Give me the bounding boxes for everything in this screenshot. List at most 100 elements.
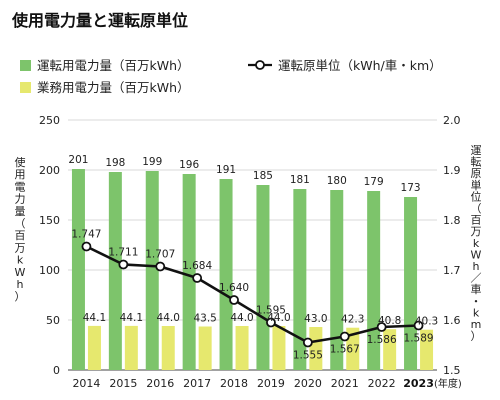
marker-unit-rate [155, 261, 166, 272]
axis-title-char: k [17, 254, 24, 267]
data-label-business-power: 40.3 [415, 316, 438, 328]
axis-title-char: 原 [471, 167, 482, 180]
marker-unit-rate [229, 295, 239, 305]
axis-title-char: 力 [15, 193, 26, 206]
x-tick-label: 2023 [403, 377, 434, 390]
data-label-unit-rate: 1.684 [182, 260, 212, 272]
right-axis-title: 運転原単位（百万kWh／車・km） [471, 144, 482, 343]
legend-swatch-operation-power [20, 60, 31, 71]
data-label-unit-rate: 1.555 [293, 350, 323, 362]
axis-title-char: W [15, 266, 26, 279]
left-tick-label: 0 [53, 364, 60, 377]
axis-title-char: ） [15, 290, 26, 303]
bar-business-power [198, 326, 212, 370]
data-label-operation-power: 201 [68, 154, 88, 166]
data-label-operation-power: 173 [401, 182, 421, 194]
bar-operation-power [145, 171, 159, 370]
axis-title-char: m [471, 318, 482, 331]
axis-title-char: （ [471, 202, 482, 215]
bar-operation-power [219, 179, 233, 370]
bar-business-power [235, 326, 249, 370]
data-label-business-power: 44.0 [267, 312, 290, 324]
axis-title-char: 万 [15, 241, 26, 254]
x-tick-label: 2020 [294, 377, 322, 390]
bar-operation-power [367, 191, 381, 370]
bar-business-power [161, 326, 175, 370]
legend: 運転用電力量（百万kWh） 運転原単位（kWh/車・km） 業務用電力量（百万k… [20, 58, 442, 95]
data-label-operation-power: 196 [179, 159, 199, 171]
right-tick-label: 2.0 [443, 114, 461, 127]
data-label-unit-rate: 1.595 [256, 305, 286, 317]
right-tick-label: 1.8 [443, 214, 461, 227]
axis-title-char: 万 [471, 225, 482, 238]
left-tick-label: 200 [39, 164, 60, 177]
x-tick-label: 2018 [220, 377, 248, 390]
bars-layer [71, 169, 434, 370]
bar-operation-power [108, 172, 122, 370]
left-tick-label: 150 [39, 214, 60, 227]
data-label-business-power: 43.0 [304, 313, 327, 325]
axis-title-char: 百 [15, 229, 26, 242]
axis-title-char: 用 [15, 168, 26, 181]
bar-operation-power [182, 174, 196, 370]
labels-layer: 201 44.1 198 44.1 199 44.0 196 43.5 191 44.0 185 44… [68, 154, 438, 362]
marker-unit-rate [339, 331, 350, 342]
bar-business-power [124, 325, 138, 370]
axis-title-char: 量 [15, 205, 26, 218]
axis-title-char: ／ [471, 272, 482, 285]
axis-title-char: ・ [471, 295, 482, 308]
x-tick-label: 2022 [368, 377, 396, 390]
x-tick-label: 2015 [109, 377, 137, 390]
axes-layer: 0501001502002501.51.61.71.81.92.0使用電力量（百… [15, 114, 482, 390]
legend-label-unit-rate: 運転原単位（kWh/車・km） [278, 58, 442, 73]
marker-unit-rate [81, 241, 92, 252]
data-label-business-power: 44.1 [83, 312, 106, 324]
right-tick-label: 1.5 [443, 364, 461, 377]
data-label-business-power: 44.0 [230, 312, 253, 324]
bar-business-power [272, 326, 286, 370]
data-label-unit-rate: 1.567 [330, 344, 360, 356]
bar-business-power [87, 325, 101, 370]
right-tick-label: 1.9 [443, 164, 461, 177]
marker-unit-rate [376, 322, 387, 332]
data-label-business-power: 44.1 [120, 312, 143, 324]
data-label-operation-power: 198 [105, 157, 125, 169]
axis-title-char: 位 [471, 189, 482, 203]
axis-title-char: 単 [471, 178, 482, 192]
axis-title-char: ） [471, 330, 482, 343]
data-label-business-power: 40.8 [378, 315, 401, 327]
axis-title-char: h [473, 260, 480, 273]
x-tick-label: 2014 [72, 377, 100, 390]
axis-title-char: W [471, 248, 482, 261]
x-tick-label: 2016 [146, 377, 174, 390]
axis-title-char: 使 [15, 156, 26, 169]
axis-title-char: 運 [471, 144, 482, 157]
left-axis-title: 使用電力量（百万kWh） [15, 156, 26, 303]
bar-business-power [309, 327, 323, 370]
axis-title-char: k [473, 306, 480, 319]
bar-operation-power [71, 169, 85, 370]
left-tick-label: 50 [46, 314, 60, 327]
axis-title-char: （ [15, 217, 26, 230]
data-label-operation-power: 179 [364, 176, 384, 188]
axis-title-char: 転 [471, 156, 482, 169]
marker-unit-rate [266, 317, 276, 328]
axis-title-char: k [473, 237, 480, 250]
right-tick-label: 1.6 [443, 314, 461, 327]
data-label-unit-rate: 1.711 [108, 247, 138, 259]
bar-operation-power [256, 185, 270, 370]
data-label-unit-rate: 1.640 [219, 282, 249, 294]
bar-business-power [420, 329, 434, 370]
legend-swatch-business-power [20, 82, 31, 93]
data-label-unit-rate: 1.707 [145, 249, 175, 261]
marker-unit-rate [192, 273, 203, 283]
legend-label-operation-power: 運転用電力量（百万kWh） [37, 58, 190, 73]
data-label-operation-power: 180 [327, 175, 347, 187]
legend-label-business-power: 業務用電力量（百万kWh） [37, 80, 190, 95]
data-label-business-power: 42.3 [341, 314, 364, 326]
axis-title-char: 百 [471, 214, 482, 227]
left-tick-label: 100 [39, 264, 60, 277]
bar-business-power [383, 329, 397, 370]
